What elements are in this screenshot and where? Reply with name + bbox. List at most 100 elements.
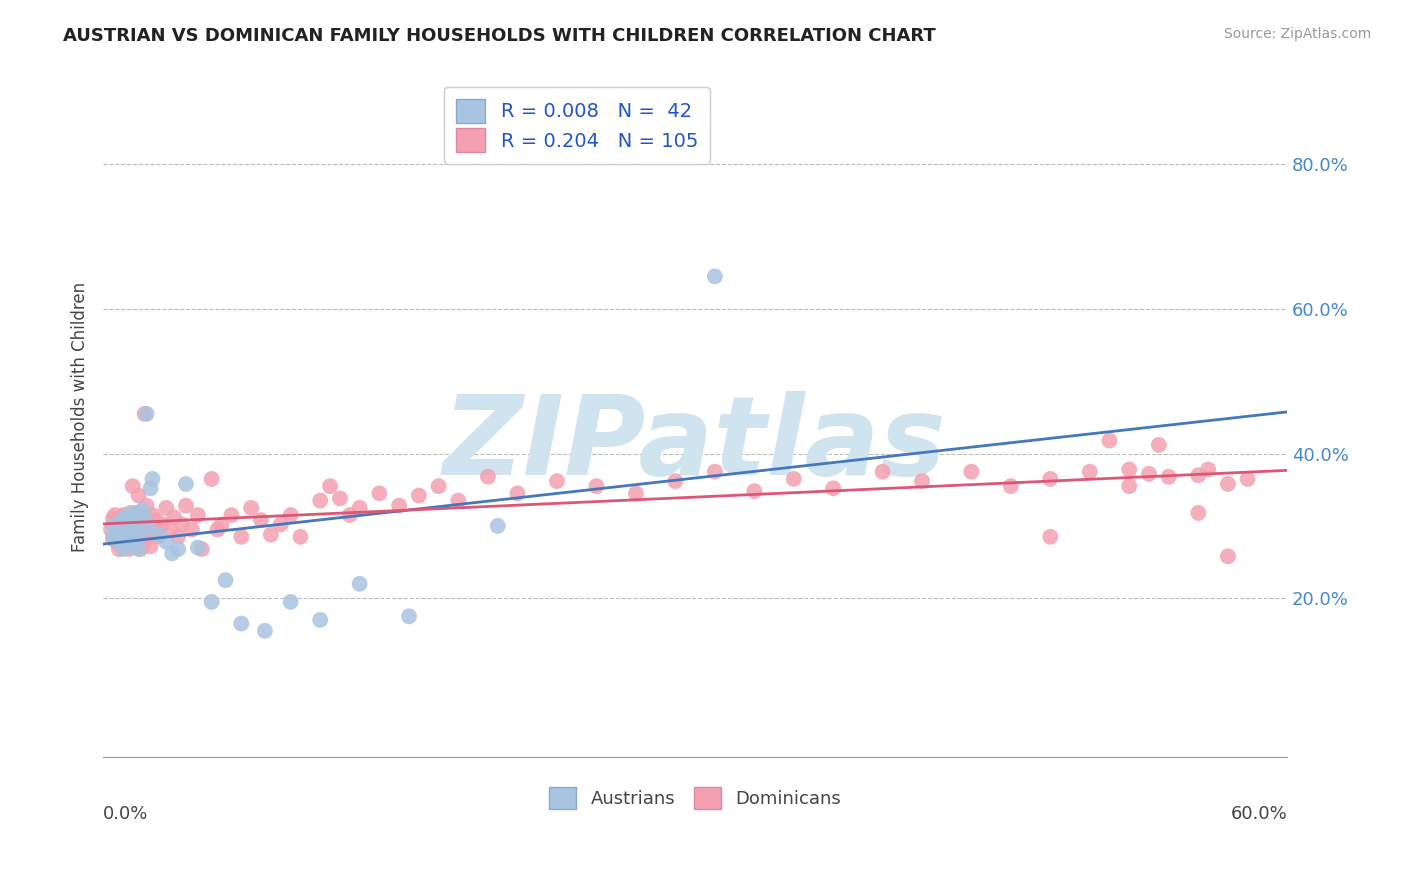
Point [290,530,312,544]
Point [160,546,183,560]
Point [388,499,411,513]
Point [250,513,273,527]
Point [120,506,142,520]
Point [139,539,162,553]
Point [1157,469,1180,483]
Point [1216,549,1239,564]
Point [128,506,150,520]
Point [121,479,143,493]
Point [143,523,166,537]
Point [104,508,127,522]
Point [231,616,253,631]
Point [115,520,138,534]
Point [100,523,122,537]
Text: 0.0%: 0.0% [103,805,149,823]
Text: ZIPatlas: ZIPatlas [443,391,948,498]
Point [319,479,342,493]
Point [125,523,148,537]
Point [111,523,134,537]
Point [121,517,143,532]
Point [101,532,124,546]
Point [118,542,141,557]
Text: Source: ZipAtlas.com: Source: ZipAtlas.com [1223,27,1371,41]
Point [128,489,150,503]
Point [1039,530,1062,544]
Point [447,493,470,508]
Point [703,269,725,284]
Point [141,472,163,486]
Point [108,526,131,541]
Point [546,474,568,488]
Point [110,530,132,544]
Point [427,479,450,493]
Point [111,520,134,534]
Point [120,517,142,532]
Point [349,500,371,515]
Point [486,519,509,533]
Point [105,524,128,539]
Point [309,613,332,627]
Point [121,527,143,541]
Point [911,474,934,488]
Point [349,576,371,591]
Point [135,499,157,513]
Point [214,573,236,587]
Point [1137,467,1160,481]
Point [664,474,686,488]
Point [167,542,190,557]
Point [121,539,143,553]
Point [111,534,134,549]
Point [260,527,283,541]
Point [115,527,138,541]
Point [742,484,765,499]
Point [110,510,132,524]
Point [398,609,420,624]
Point [128,542,150,557]
Point [155,534,177,549]
Point [1197,462,1219,476]
Point [201,472,224,486]
Point [506,486,529,500]
Point [823,481,845,495]
Point [134,407,156,421]
Point [280,508,302,522]
Point [170,517,193,532]
Point [174,499,197,513]
Point [129,542,152,557]
Point [408,489,430,503]
Point [124,523,146,537]
Point [110,516,132,530]
Point [167,530,190,544]
Point [124,510,146,524]
Point [872,465,894,479]
Point [125,539,148,553]
Point [201,595,224,609]
Point [135,517,157,532]
Point [131,503,153,517]
Point [128,530,150,544]
Point [139,481,162,495]
Point [207,523,229,537]
Point [108,534,131,549]
Point [105,534,128,549]
Point [368,486,391,500]
Point [101,530,124,544]
Text: 60.0%: 60.0% [1230,805,1286,823]
Point [1236,472,1258,486]
Point [114,532,136,546]
Point [1098,434,1121,448]
Point [114,523,136,537]
Point [1118,462,1140,476]
Point [138,527,160,541]
Point [159,523,181,537]
Point [1187,506,1209,520]
Point [125,513,148,527]
Point [111,508,134,522]
Point [1187,468,1209,483]
Point [118,508,141,522]
Point [585,479,607,493]
Point [131,516,153,530]
Point [240,500,263,515]
Point [101,511,124,525]
Text: AUSTRIAN VS DOMINICAN FAMILY HOUSEHOLDS WITH CHILDREN CORRELATION CHART: AUSTRIAN VS DOMINICAN FAMILY HOUSEHOLDS … [63,27,936,45]
